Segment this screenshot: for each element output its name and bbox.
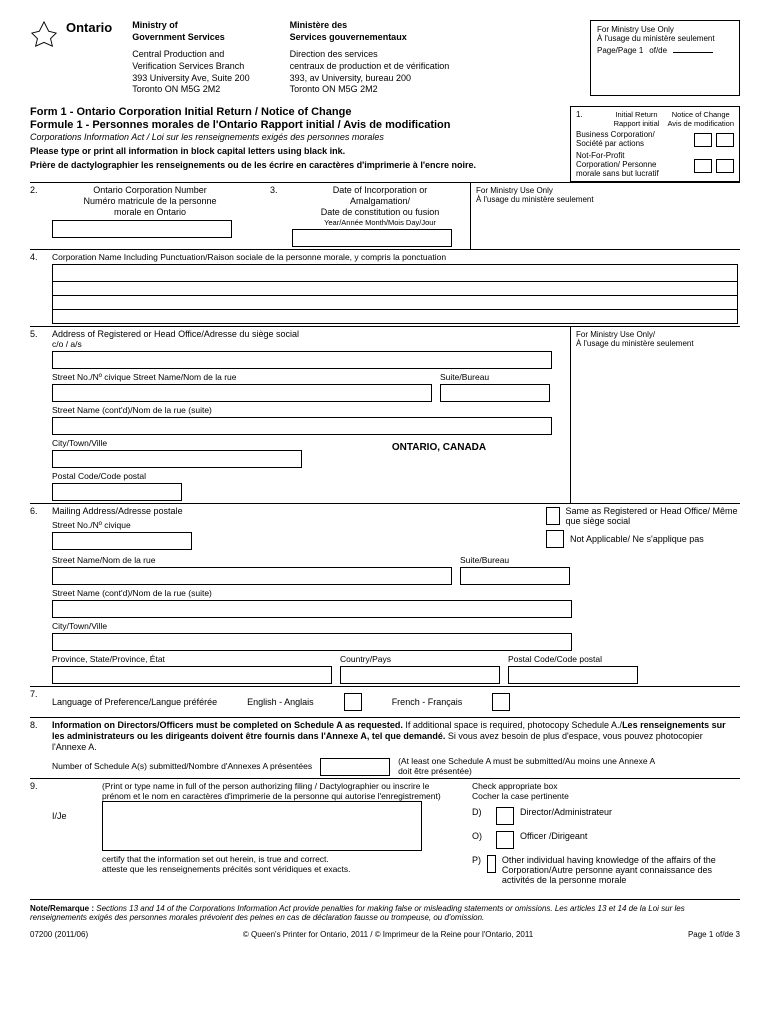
corp-number-input[interactable]: [52, 220, 232, 238]
mail-suite[interactable]: [460, 567, 570, 585]
postal-input[interactable]: [52, 483, 182, 501]
street-cont-input[interactable]: [52, 417, 552, 435]
document-header: Ontario Ministry of Government Services …: [30, 20, 740, 96]
city-input[interactable]: [52, 450, 302, 468]
mail-country[interactable]: [340, 666, 500, 684]
province-label: ONTARIO, CANADA: [310, 438, 568, 468]
other-checkbox[interactable]: [487, 855, 496, 873]
section-1-box: 1. Initial ReturnRapport initial Notice …: [570, 106, 740, 182]
ije-label: I/Je: [52, 781, 92, 891]
section-8: 8. Information on Directors/Officers mus…: [30, 717, 740, 777]
section-1-number: 1.: [576, 110, 583, 128]
form-title-en: Form 1 - Ontario Corporation Initial Ret…: [30, 106, 560, 118]
notice-fr: Prière de dactylographier les renseignem…: [30, 160, 560, 170]
initial-return-checkbox[interactable]: [694, 133, 712, 147]
lang-english-checkbox[interactable]: [344, 693, 362, 711]
mail-street-cont[interactable]: [52, 600, 572, 618]
lang-french-checkbox[interactable]: [492, 693, 510, 711]
street-no-input[interactable]: [52, 384, 432, 402]
signature-box[interactable]: [102, 801, 422, 851]
section-6: 6. Mailing Address/Adresse postale Stree…: [30, 503, 740, 686]
schedule-count-input[interactable]: [320, 758, 390, 776]
section-3-ministry-box: For Ministry Use Only À l'usage du minis…: [470, 183, 640, 248]
section-7: 7. Language of Preference/Langue préféré…: [30, 686, 740, 717]
date-input[interactable]: [292, 229, 452, 247]
co-input[interactable]: [52, 351, 552, 369]
corp-name-line2[interactable]: [52, 282, 738, 296]
section-2-3: 2. Ontario Corporation NumberNuméro matr…: [30, 182, 740, 248]
section-6-options: Same as Registered or Head Office/ Même …: [538, 506, 738, 552]
mail-street-name[interactable]: [52, 567, 452, 585]
corp-name-line1[interactable]: [52, 264, 738, 282]
mail-city[interactable]: [52, 633, 572, 651]
ministry-french: Ministère des Services gouvernementaux D…: [290, 20, 450, 96]
director-checkbox[interactable]: [496, 807, 514, 825]
mail-province[interactable]: [52, 666, 332, 684]
mail-street-no[interactable]: [52, 532, 192, 550]
suite-input[interactable]: [440, 384, 550, 402]
section-4: 4. Corporation Name Including Punctuatio…: [30, 249, 740, 326]
logo-text: Ontario: [66, 20, 112, 35]
section-9: 9. I/Je (Print or type name in full of t…: [30, 778, 740, 893]
notice-change-checkbox[interactable]: [716, 133, 734, 147]
mail-postal[interactable]: [508, 666, 638, 684]
nfp-notice-checkbox[interactable]: [716, 159, 734, 173]
form-act: Corporations Information Act / Loi sur l…: [30, 132, 560, 142]
section-5: 5. Address of Registered or Head Office/…: [30, 326, 740, 504]
footer: 07200 (2011/06) © Queen's Printer for On…: [30, 930, 740, 939]
corp-name-line3[interactable]: [52, 296, 738, 310]
ministry-english: Ministry of Government Services Central …: [132, 20, 249, 96]
title-section: Form 1 - Ontario Corporation Initial Ret…: [30, 106, 740, 182]
ontario-logo-icon: [30, 20, 58, 48]
form-title-fr: Formule 1 - Personnes morales de l'Ontar…: [30, 119, 560, 131]
notice-en: Please type or print all information in …: [30, 146, 560, 156]
nfp-initial-checkbox[interactable]: [694, 159, 712, 173]
same-address-checkbox[interactable]: [546, 507, 560, 525]
officer-checkbox[interactable]: [496, 831, 514, 849]
not-applicable-checkbox[interactable]: [546, 530, 564, 548]
corp-name-line4[interactable]: [52, 310, 738, 324]
section-5-ministry-box: For Ministry Use Only/ À l'usage du mini…: [570, 327, 740, 504]
note-section: Note/Remarque : Sections 13 and 14 of th…: [30, 899, 740, 922]
logo-section: Ontario: [30, 20, 112, 96]
ministry-use-only-box: For Ministry Use Only À l'usage du minis…: [590, 20, 740, 96]
